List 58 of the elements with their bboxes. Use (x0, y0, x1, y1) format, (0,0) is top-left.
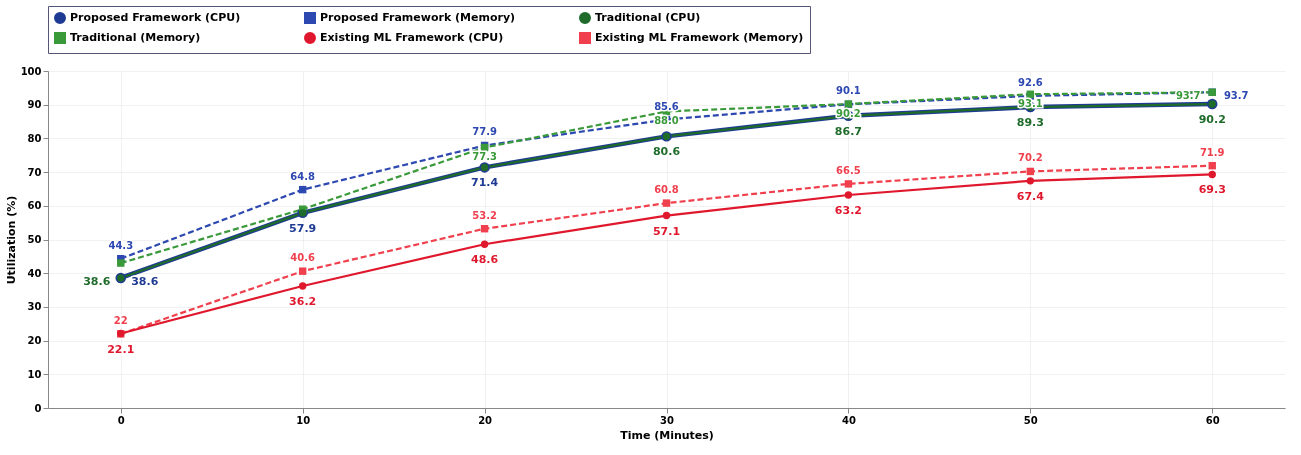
data-label: 77.3 (472, 151, 497, 163)
data-label: 90.2 (836, 108, 861, 120)
data-label: 22 (113, 314, 128, 326)
data-label: 64.8 (290, 170, 316, 182)
data-label: 67.4 (1016, 189, 1045, 203)
y-tick-label: 60 (27, 200, 42, 212)
data-label: 44.3 (108, 239, 134, 251)
data-label: 85.6 (654, 100, 679, 112)
data-label: 63.2 (834, 204, 862, 218)
data-label: 53.2 (472, 209, 497, 221)
data-label: 92.6 (1017, 76, 1043, 88)
data-label: 71.9 (1199, 146, 1225, 158)
data-label: 48.6 (471, 253, 499, 267)
data-label: 60.8 (654, 184, 679, 196)
x-tick-label: 10 (296, 414, 311, 426)
y-axis-title: Utilization (%) (4, 195, 18, 285)
data-label: 86.7 (834, 124, 862, 138)
y-tick-label: 30 (27, 301, 42, 313)
y-tick-label: 50 (27, 234, 42, 245)
y-tick-label: 10 (27, 368, 42, 380)
y-tick-label: 100 (20, 65, 42, 77)
legend-label: Traditional (Memory) (70, 31, 201, 44)
data-label: 77.9 (472, 126, 497, 138)
x-axis-title: Time (Minutes) (620, 428, 714, 442)
data-label: 57.9 (289, 221, 317, 235)
x-tick-label: 0 (117, 414, 125, 426)
data-label: 22.1 (107, 342, 135, 356)
y-tick-label: 70 (27, 166, 42, 178)
data-label: 80.6 (652, 145, 681, 159)
data-label: 38.6 (131, 274, 159, 288)
y-tick-label: 20 (27, 335, 42, 347)
x-tick-label: 20 (478, 414, 493, 426)
x-tick-label: 50 (1023, 414, 1038, 426)
x-tick-label: 60 (1205, 414, 1220, 426)
x-tick-label: 40 (841, 414, 856, 426)
data-label: 36.2 (289, 295, 317, 309)
data-label: 93.1 (1017, 98, 1043, 110)
x-tick-label: 30 (660, 414, 674, 426)
legend-label: Traditional (CPU) (595, 11, 701, 24)
legend-label: Existing ML Framework (CPU) (320, 31, 504, 44)
y-tick-label: 80 (27, 132, 42, 144)
data-label: 70.2 (1017, 152, 1043, 164)
data-label: 69.3 (1198, 183, 1226, 197)
legend-label: Existing ML Framework (Memory) (595, 31, 804, 44)
data-label: 90.1 (836, 85, 861, 97)
data-label: 71.4 (471, 176, 499, 190)
data-label: 40.6 (290, 252, 316, 264)
data-label: 89.3 (1016, 116, 1044, 130)
data-label: 57.1 (652, 224, 681, 238)
data-label: 90.2 (1198, 113, 1226, 127)
data-label: 66.5 (836, 164, 861, 176)
y-tick-label: 90 (27, 99, 42, 111)
data-label: 38.6 (83, 274, 111, 288)
y-tick-label: 40 (27, 267, 42, 279)
y-tick-label: 0 (34, 402, 42, 414)
legend-label: Proposed Framework (Memory) (320, 11, 516, 24)
legend-label: Proposed Framework (CPU) (70, 11, 241, 24)
data-label: 93.7 (1223, 90, 1249, 102)
